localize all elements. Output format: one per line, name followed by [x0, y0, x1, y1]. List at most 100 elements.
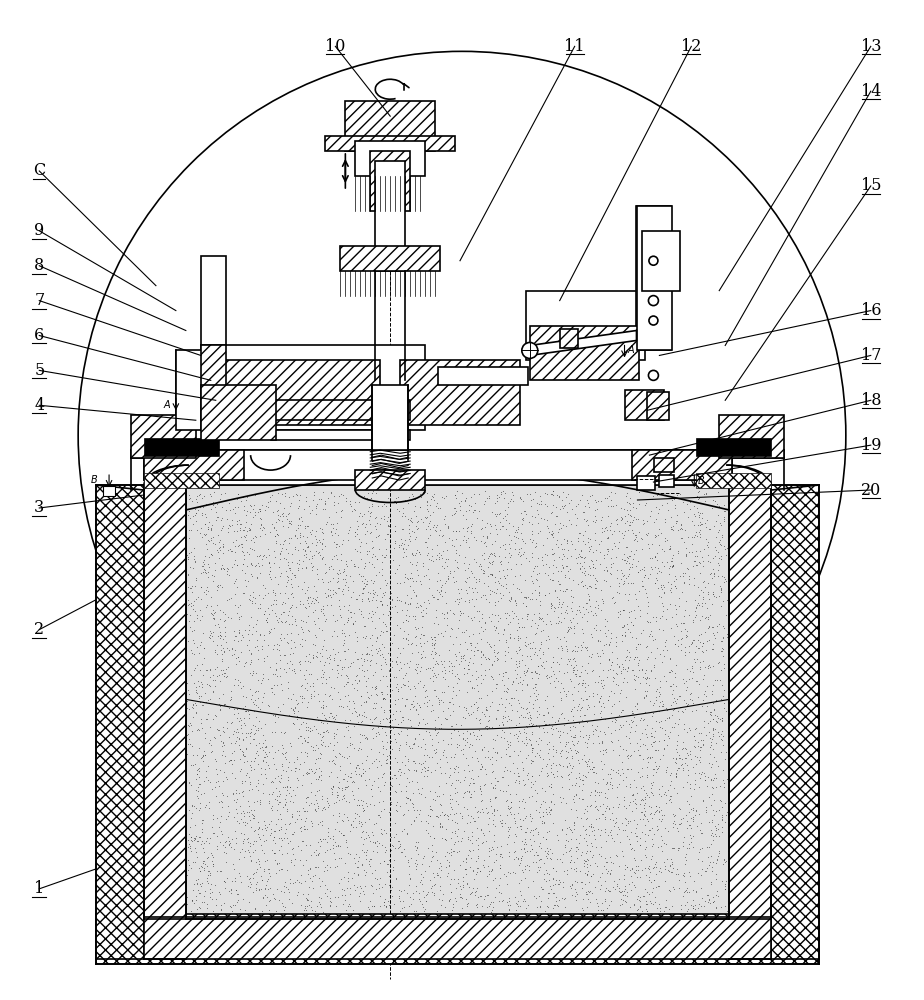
Point — [379, 618, 394, 634]
Point — [296, 596, 310, 612]
Point — [639, 688, 654, 704]
Point — [279, 613, 294, 629]
Point — [211, 527, 225, 543]
Point — [675, 568, 690, 584]
Point — [257, 820, 272, 836]
Point — [424, 737, 439, 753]
Point — [297, 821, 311, 837]
Point — [718, 541, 733, 557]
Point — [391, 725, 406, 741]
Point — [246, 866, 261, 882]
Point — [690, 548, 705, 564]
Point — [293, 596, 308, 612]
Point — [629, 529, 644, 545]
Point — [279, 626, 294, 642]
Point — [194, 824, 209, 840]
Point — [427, 486, 442, 502]
Point — [550, 640, 565, 656]
Point — [598, 821, 613, 837]
Point — [516, 812, 530, 828]
Point — [476, 562, 491, 578]
Point — [569, 643, 584, 659]
Point — [638, 860, 652, 876]
Point — [490, 676, 505, 692]
Point — [183, 838, 198, 854]
Point — [487, 833, 502, 849]
Point — [709, 542, 723, 558]
Point — [458, 861, 473, 877]
Point — [599, 519, 614, 535]
Point — [298, 821, 312, 837]
Point — [640, 827, 655, 843]
Point — [285, 841, 299, 857]
Point — [222, 567, 237, 583]
Point — [290, 696, 305, 712]
Point — [468, 897, 483, 913]
Point — [642, 858, 657, 874]
Point — [581, 534, 596, 550]
Point — [412, 597, 427, 613]
Point — [208, 499, 223, 515]
Point — [208, 779, 223, 795]
Point — [403, 653, 418, 669]
Point — [426, 492, 441, 508]
Point — [259, 822, 274, 838]
Point — [378, 654, 393, 670]
Point — [529, 495, 544, 511]
Point — [359, 851, 373, 867]
Text: 3: 3 — [34, 499, 44, 516]
Point — [687, 632, 701, 648]
Point — [518, 598, 533, 614]
Point — [286, 663, 301, 679]
Point — [453, 603, 468, 619]
Point — [695, 595, 710, 611]
Point — [323, 523, 338, 539]
Point — [226, 743, 241, 759]
Point — [489, 711, 504, 727]
Point — [605, 879, 620, 895]
Point — [639, 896, 654, 912]
Point — [668, 695, 683, 711]
Point — [424, 878, 439, 894]
Point — [553, 851, 567, 867]
Point — [651, 714, 666, 730]
Point — [360, 684, 375, 700]
Point — [679, 884, 694, 900]
Point — [418, 649, 432, 665]
Point — [559, 725, 574, 741]
Point — [202, 835, 217, 851]
Point — [389, 797, 404, 813]
Point — [718, 571, 733, 587]
Point — [596, 746, 611, 762]
Point — [420, 545, 435, 561]
Point — [360, 584, 375, 600]
Point — [418, 763, 432, 779]
Point — [480, 858, 495, 874]
Point — [219, 668, 234, 684]
Point — [412, 699, 427, 715]
Point — [497, 664, 512, 680]
Point — [644, 851, 659, 867]
Point — [695, 861, 710, 877]
Text: 14: 14 — [860, 83, 881, 100]
Point — [271, 576, 286, 592]
Point — [287, 613, 302, 629]
Point — [506, 605, 521, 621]
Point — [531, 730, 546, 746]
Point — [588, 514, 602, 530]
Point — [256, 827, 271, 843]
Point — [419, 485, 434, 501]
Point — [484, 504, 499, 520]
Point — [678, 546, 693, 562]
Point — [328, 525, 343, 541]
Point — [193, 565, 208, 581]
Point — [508, 556, 523, 572]
Point — [419, 682, 433, 698]
Point — [227, 586, 242, 602]
Point — [682, 840, 697, 856]
Point — [190, 783, 205, 799]
Point — [369, 630, 383, 646]
Point — [182, 857, 197, 873]
Point — [546, 786, 561, 802]
Point — [715, 811, 730, 827]
